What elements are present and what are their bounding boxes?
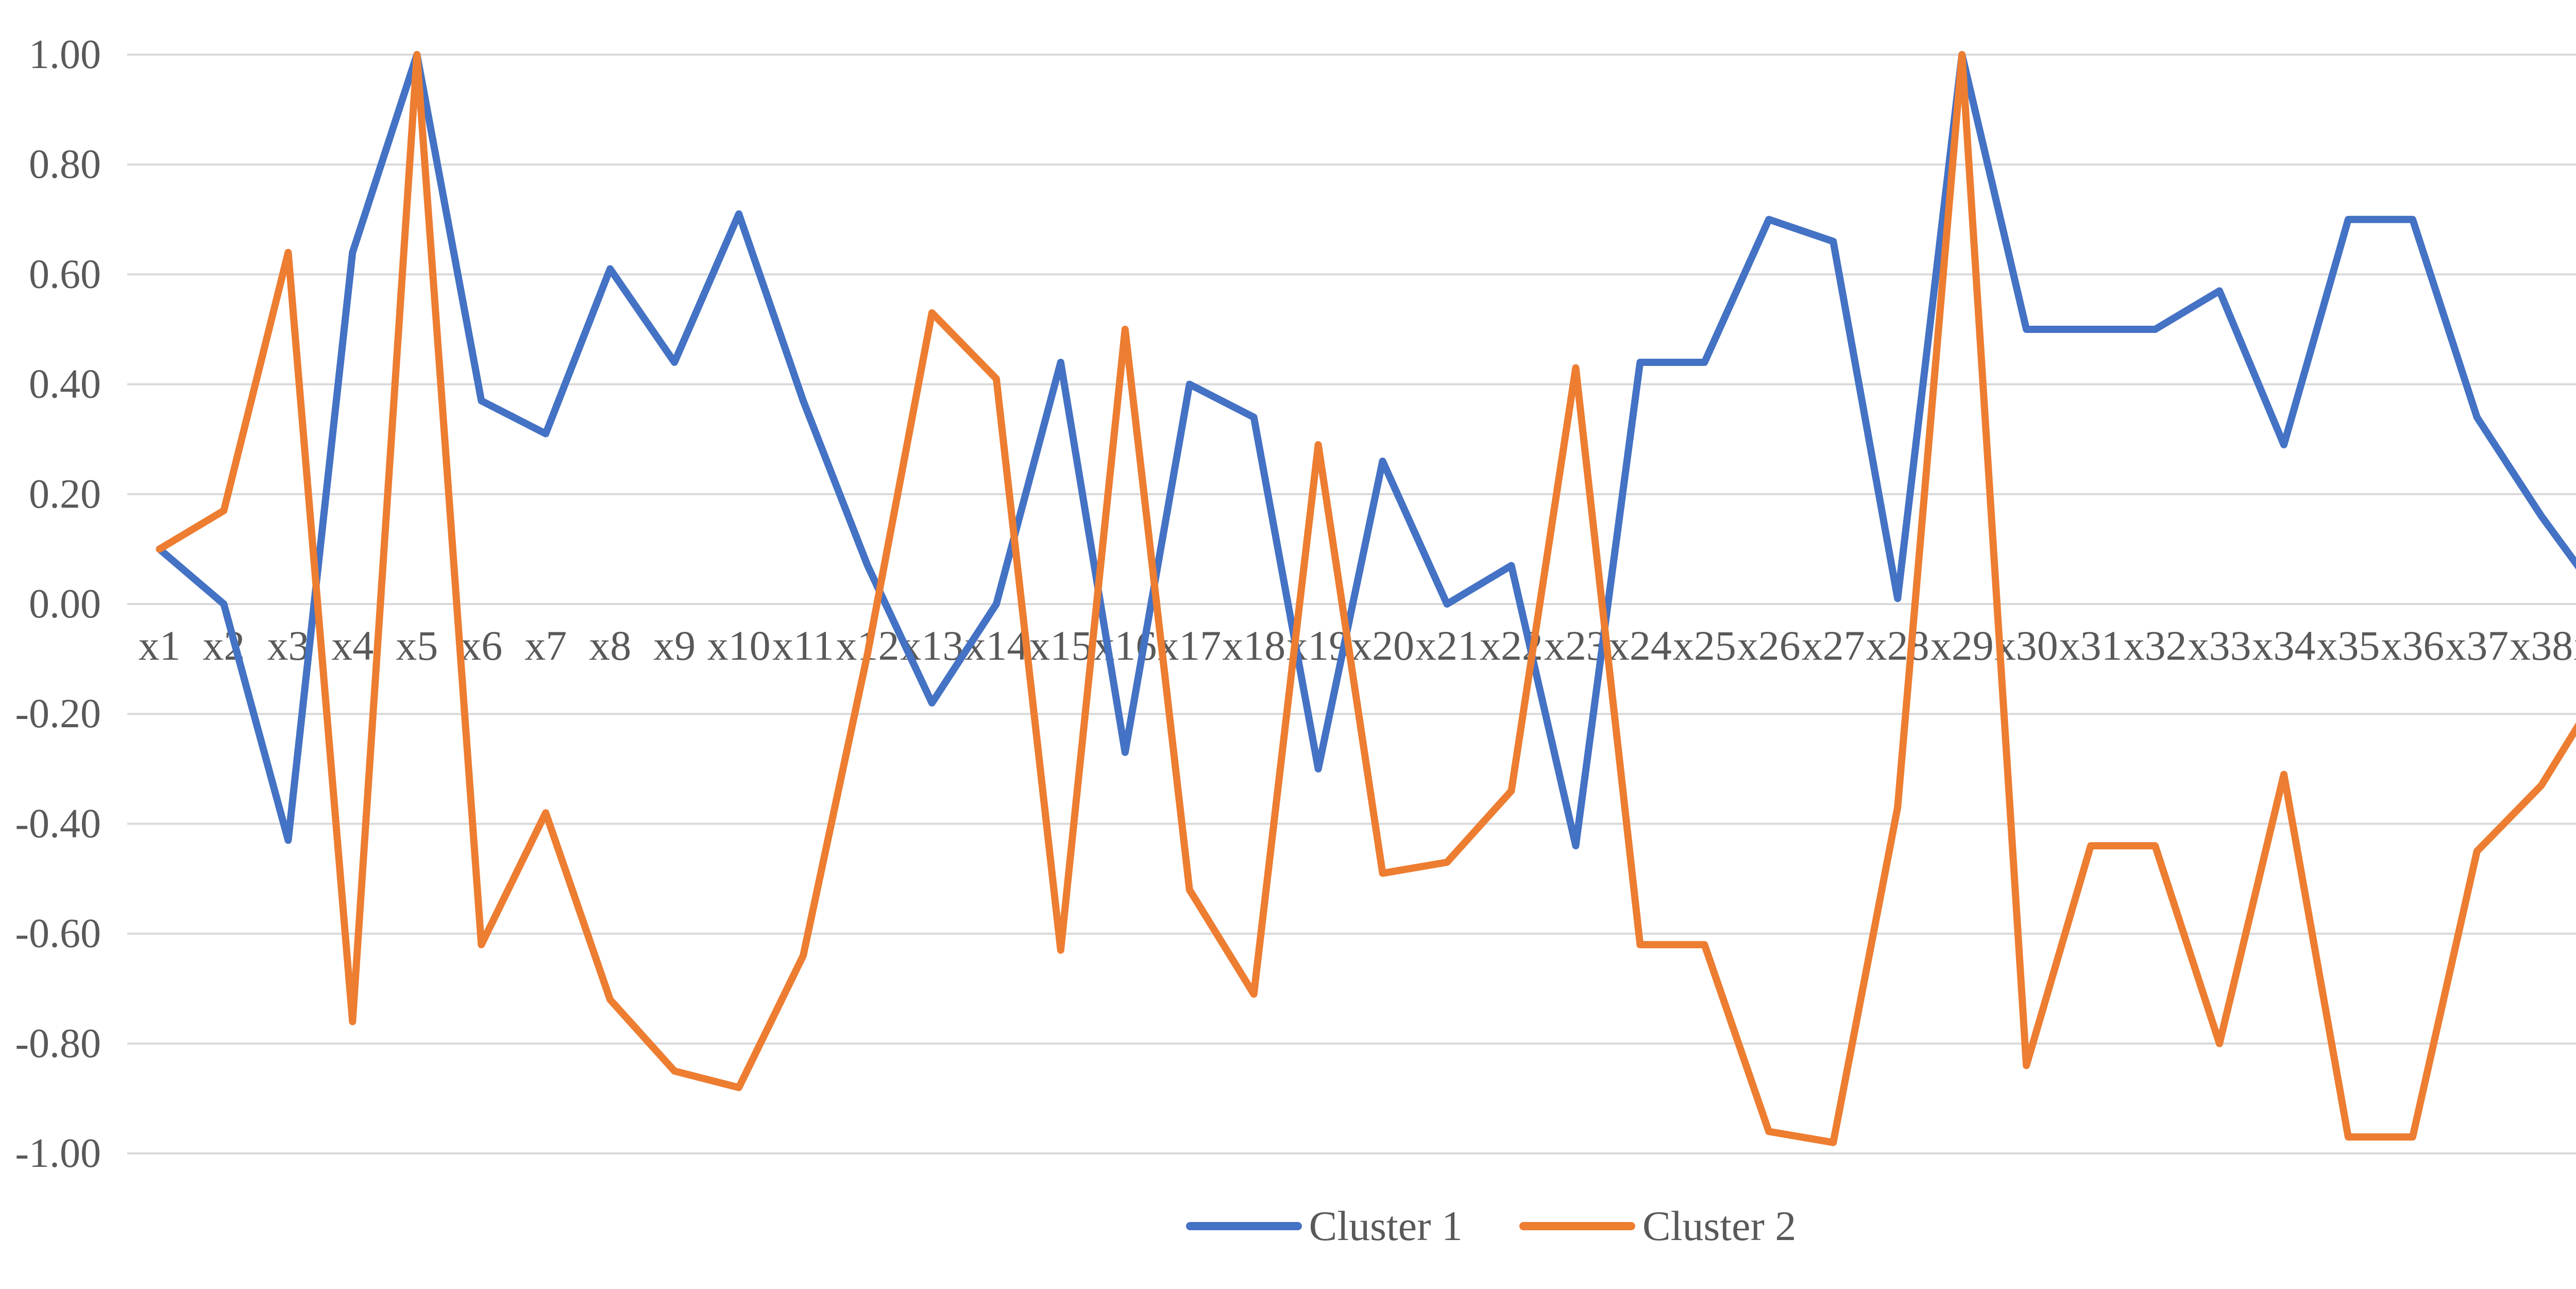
y-tick-label: 0.40: [29, 362, 101, 407]
legend-label-cluster-1: Cluster 1: [1309, 1202, 1463, 1249]
y-tick-label: -0.40: [15, 801, 101, 846]
gridlines: [127, 54, 2576, 1154]
x-axis-ticks: x1 x2 x3 x4 x5 x6 x7 x8 x9 x10 x11 x12 x13 x14 x15 x16 x…: [139, 622, 2576, 669]
y-tick-label: 0.20: [29, 472, 101, 517]
x-tick-label: x14: [964, 622, 1028, 669]
x-tick-label: x6: [460, 622, 502, 669]
legend-item-cluster-1: Cluster 1: [1185, 1202, 1463, 1249]
y-tick-label: -0.60: [15, 911, 101, 957]
x-tick-label: x39: [2574, 622, 2576, 669]
x-tick-label: x35: [2316, 622, 2380, 669]
x-tick-label: x38: [2510, 622, 2573, 669]
y-tick-label: 0.80: [29, 142, 101, 187]
series-line-cluster-1: [156, 51, 2576, 849]
x-tick-label: x27: [1802, 622, 1865, 669]
x-tick-label: x21: [1415, 622, 1479, 669]
x-tick-label: x1: [139, 622, 181, 669]
x-tick-label: x4: [331, 622, 374, 669]
x-tick-label: x36: [2381, 622, 2444, 669]
x-tick-label: x34: [2252, 622, 2316, 669]
x-tick-label: x31: [2059, 622, 2123, 669]
legend-item-cluster-2: Cluster 2: [1519, 1205, 1796, 1247]
x-tick-label: x9: [653, 622, 696, 669]
x-tick-label: x20: [1351, 622, 1414, 669]
x-tick-label: x18: [1222, 622, 1285, 669]
x-tick-label: x37: [2445, 622, 2509, 669]
x-tick-label: x17: [1158, 622, 1221, 669]
y-tick-label: -0.20: [15, 691, 101, 736]
chart-legend: Cluster 1 Cluster 2: [0, 1205, 2576, 1247]
x-tick-label: x3: [267, 622, 309, 669]
x-tick-label: x26: [1737, 622, 1801, 669]
x-tick-label: x30: [1995, 622, 2058, 669]
x-tick-label: x29: [1930, 622, 1994, 669]
x-tick-label: x25: [1673, 622, 1736, 669]
series-line-cluster-2: [156, 51, 2576, 1146]
cluster-1-line-swatch: [1185, 1222, 1302, 1230]
x-tick-label: x8: [589, 622, 631, 669]
y-tick-label: 0.00: [29, 581, 101, 627]
y-tick-label: 0.60: [29, 252, 101, 297]
legend-label-cluster-2: Cluster 2: [1642, 1202, 1797, 1249]
y-tick-label: -0.80: [15, 1021, 101, 1066]
x-tick-label: x24: [1608, 622, 1672, 669]
x-tick-label: x33: [2188, 622, 2251, 669]
x-tick-label: x7: [524, 622, 567, 669]
x-tick-label: x10: [707, 622, 771, 669]
x-tick-label: x28: [1866, 622, 1929, 669]
x-tick-label: x11: [772, 622, 834, 669]
x-tick-label: x5: [396, 622, 438, 669]
x-tick-label: x32: [2124, 622, 2187, 669]
y-tick-label: 1.00: [29, 32, 101, 77]
x-tick-label: x15: [1029, 622, 1092, 669]
y-tick-label: -1.00: [15, 1131, 101, 1176]
cluster-2-line-swatch: [1519, 1222, 1635, 1230]
y-axis-ticks: 1.00 0.80 0.60 0.40 0.20 0.00 -0.20 -0.40 -0.60 -…: [15, 32, 101, 1176]
